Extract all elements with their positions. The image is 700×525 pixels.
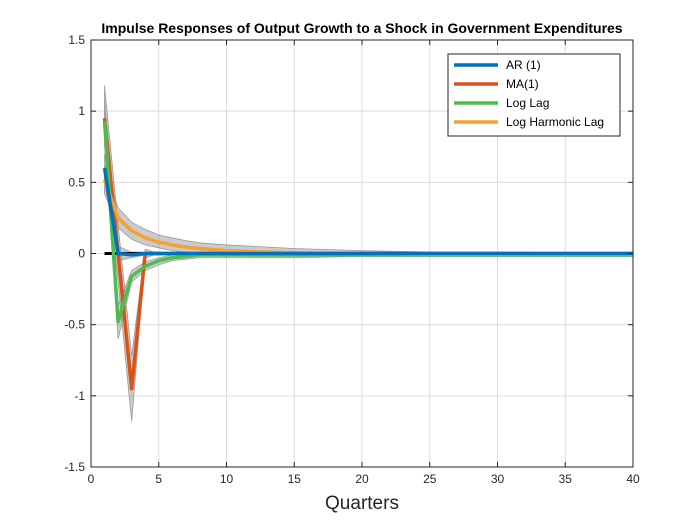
y-tick-label: -0.5: [64, 318, 85, 332]
series-lines: [102, 118, 633, 391]
series-line-ar-1: [102, 167, 633, 257]
y-tick-label: -1: [74, 389, 85, 403]
legend-label: AR (1): [506, 58, 541, 72]
chart-title: Impulse Responses of Output Growth to a …: [101, 20, 622, 36]
x-tick-label: 30: [491, 472, 505, 486]
legend-label: MA(1): [506, 77, 539, 91]
x-tick-label: 20: [355, 472, 369, 486]
legend-label: Log Lag: [506, 96, 549, 110]
y-tick-label: -1.5: [64, 460, 85, 474]
y-axis-ticks: -1.5 -1 -0.5 0 0.5 1 1.5: [64, 33, 633, 474]
x-tick-label: 40: [626, 472, 640, 486]
x-tick-label: 25: [423, 472, 437, 486]
x-tick-label: 5: [155, 472, 162, 486]
y-tick-label: 0.5: [68, 175, 85, 189]
x-axis-ticks: 0 5 10 15 20 25 30 35 40: [88, 40, 640, 486]
x-tick-label: 0: [88, 472, 95, 486]
x-tick-label: 15: [288, 472, 302, 486]
y-tick-label: 1: [78, 104, 85, 118]
x-tick-label: 35: [559, 472, 573, 486]
legend: AR (1) MA(1) Log Lag Log Harmonic Lag: [447, 53, 621, 137]
y-tick-label: 0: [78, 247, 85, 261]
x-axis-label: Quarters: [325, 493, 399, 514]
x-tick-label: 10: [220, 472, 234, 486]
y-tick-label: 1.5: [68, 33, 85, 47]
legend-label: Log Harmonic Lag: [506, 115, 604, 129]
